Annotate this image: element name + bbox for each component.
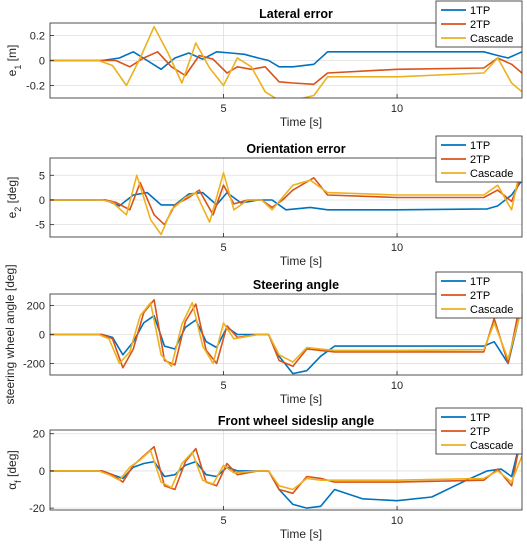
x-tick-label: 10 <box>391 380 403 392</box>
y-axis-label: e1 [m] <box>5 45 23 77</box>
legend-label: Cascade <box>470 304 513 316</box>
y-tick-label: 0.2 <box>30 31 45 43</box>
chart-title: Lateral error <box>259 7 333 21</box>
x-tick-label: 10 <box>391 242 403 254</box>
chart-panel-4: 5 10 -20 0 20 Front wheel sideslip angle Time … <box>5 407 523 541</box>
series-line-2tp <box>50 175 522 226</box>
y-tick-label: 0 <box>39 466 45 478</box>
x-axis-label: Time [s] <box>280 254 322 268</box>
x-tick-label: 5 <box>220 242 226 254</box>
series-line-cascade <box>50 449 522 491</box>
chart-panel-3: 5 10 -200 0 200 Steering angle Time [s] steerin… <box>3 264 523 406</box>
axes-box <box>49 157 523 238</box>
legend-label: 2TP <box>470 154 490 166</box>
y-tick-label: 200 <box>27 301 45 313</box>
legend-label: 1TP <box>470 412 490 424</box>
y-tick-label: 5 <box>39 170 45 182</box>
series-line-cascade <box>50 25 522 98</box>
legend-label: 1TP <box>470 276 490 288</box>
y-tick-label: -0.2 <box>26 81 45 93</box>
chart-title: Steering angle <box>253 278 339 292</box>
legend-label: 2TP <box>470 19 490 31</box>
y-axis-label: e2 [deg] <box>5 177 23 219</box>
x-axis-label: Time [s] <box>280 392 322 406</box>
series-line-1tp <box>50 179 522 211</box>
legend-label: 2TP <box>470 426 490 438</box>
series-line-cascade <box>50 301 522 368</box>
x-tick-label: 10 <box>391 515 403 527</box>
chart-panel-2: 5 10 -5 0 5 Orientation error Time [s] e2 [deg]… <box>5 135 523 268</box>
legend-label: 1TP <box>470 5 490 17</box>
legend: 1TP 2TP Cascade <box>435 135 523 183</box>
series-line-1tp <box>50 50 522 71</box>
x-tick-label: 5 <box>220 515 226 527</box>
legend: 1TP 2TP Cascade <box>435 271 523 319</box>
y-tick-label: -5 <box>35 220 45 232</box>
chart-title: Orientation error <box>246 142 345 156</box>
x-axis-label: Time [s] <box>280 115 322 129</box>
y-tick-label: 20 <box>33 429 45 441</box>
legend-box <box>435 135 523 183</box>
chart-title: Front wheel sideslip angle <box>218 414 374 428</box>
x-tick-label: 5 <box>220 103 226 115</box>
y-tick-label: -200 <box>23 358 45 370</box>
x-axis-label: Time [s] <box>280 527 322 541</box>
y-axis-label: αf [deg] <box>5 450 23 489</box>
y-tick-label: 0 <box>39 330 45 342</box>
x-tick-label: 5 <box>220 380 226 392</box>
y-tick-label: -20 <box>29 503 45 515</box>
legend-label: 2TP <box>470 290 490 302</box>
legend: 1TP 2TP Cascade <box>435 407 523 455</box>
legend-label: Cascade <box>470 168 513 180</box>
series-line-2tp <box>50 294 522 369</box>
series-line-1tp <box>50 433 522 509</box>
y-axis-label: steering wheel angle [deg] <box>3 264 17 404</box>
y-tick-label: 0 <box>39 56 45 68</box>
series-line-cascade <box>50 160 522 236</box>
legend-label: Cascade <box>470 440 513 452</box>
legend-label: Cascade <box>470 33 513 45</box>
y-tick-label: 0 <box>39 195 45 207</box>
legend: 1TP 2TP Cascade <box>435 0 523 48</box>
x-tick-label: 10 <box>391 103 403 115</box>
axes-box <box>49 429 523 511</box>
legend-label: 1TP <box>470 140 490 152</box>
chart-panel-1: 5 10 -0.2 0 0.2 Lateral error Time [s] e1 [m] 1T… <box>5 0 523 129</box>
